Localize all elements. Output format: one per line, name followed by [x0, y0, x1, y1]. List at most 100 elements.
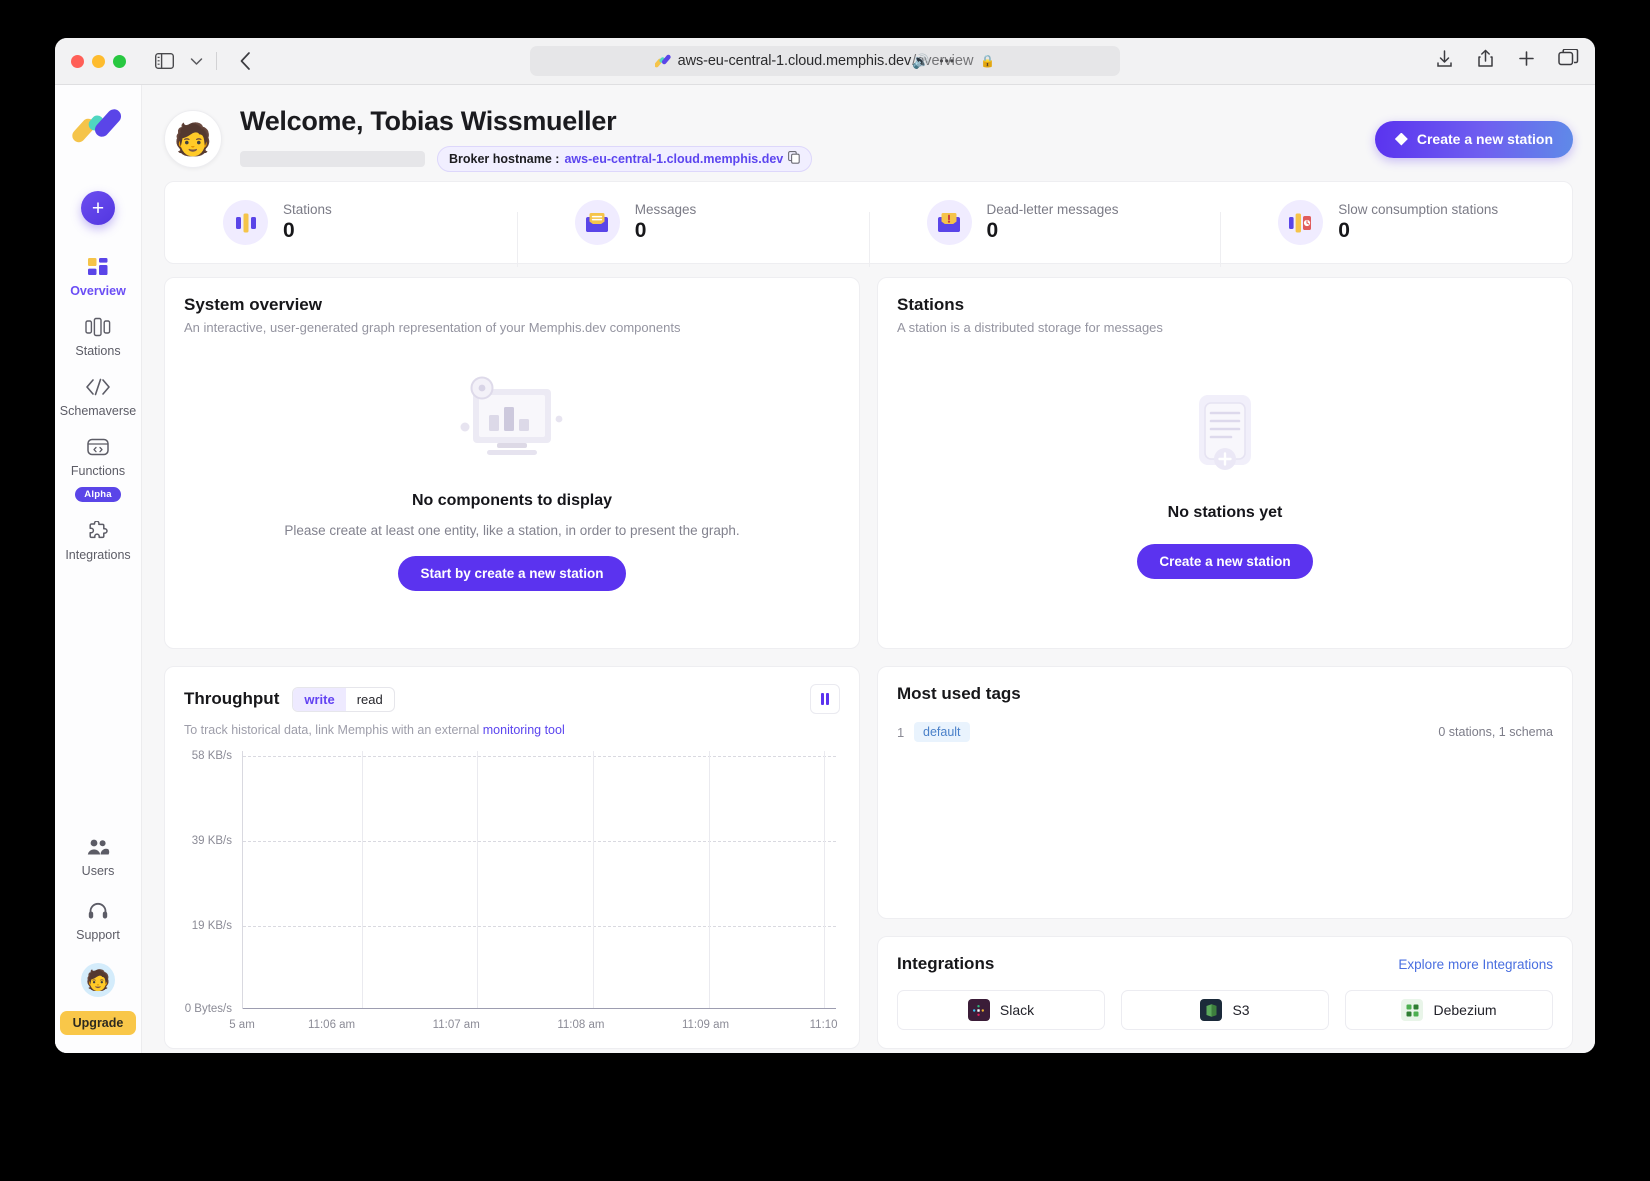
- gridline: [243, 756, 836, 758]
- tab-read[interactable]: read: [356, 691, 383, 707]
- sidebar-item-stations[interactable]: Stations: [55, 307, 141, 367]
- tag-chip[interactable]: default: [914, 722, 970, 742]
- site-favicon: [653, 53, 671, 69]
- memphis-logo[interactable]: [69, 106, 124, 145]
- sidebar-item-integrations[interactable]: Integrations: [55, 511, 141, 571]
- throughput-chart: 58 KB/s 39 KB/s 19 KB/s 0 Bytes/s: [184, 750, 840, 1031]
- stations-empty-state: No stations yet Create a new station: [897, 335, 1553, 631]
- debezium-logo: [1401, 999, 1424, 1021]
- s3-logo: [1200, 999, 1223, 1021]
- stations-bars-icon: [223, 200, 268, 245]
- close-window-button[interactable]: [71, 54, 84, 68]
- broker-hostname-label: Broker hostname :: [449, 152, 560, 166]
- back-button[interactable]: [231, 49, 259, 73]
- system-overview-empty-state: No components to display Please create a…: [184, 335, 840, 631]
- grid-icon: [87, 256, 109, 278]
- integrations-list: Slack S3: [897, 990, 1553, 1030]
- x-tick: 11:07 am: [432, 1019, 480, 1031]
- sidebar-item-schemaverse[interactable]: Schemaverse: [55, 367, 141, 427]
- throughput-note-text: To track historical data, link Memphis w…: [184, 723, 483, 737]
- create-station-header-button[interactable]: Create a new station: [1374, 120, 1573, 158]
- address-bar[interactable]: aws-eu-central-1.cloud.memphis.dev /over…: [530, 46, 1120, 76]
- show-tabs-icon[interactable]: [1558, 48, 1579, 73]
- tag-row[interactable]: 1 default 0 stations, 1 schema: [897, 722, 1553, 742]
- x-tick: 11:06 am: [308, 1019, 356, 1031]
- lock-icon: 🔒: [980, 54, 996, 68]
- stat-label: Slow consumption stations: [1338, 202, 1499, 217]
- add-button[interactable]: +: [81, 191, 115, 225]
- sidebar-item-label: Support: [76, 928, 120, 942]
- create-station-header-label: Create a new station: [1416, 131, 1553, 147]
- x-tick: 11:08 am: [557, 1019, 605, 1031]
- integration-label: S3: [1232, 1002, 1250, 1018]
- browser-toolbar-right: [1435, 48, 1579, 73]
- chevron-down-icon[interactable]: [182, 49, 210, 73]
- stat-slow-consumption-stations: Slow consumption stations 0: [1220, 200, 1572, 267]
- tab-audio-controls: 🔊 •••: [912, 53, 955, 70]
- sidebar-bottom: Users Support 🧑 Upgrade: [55, 827, 141, 1035]
- minimize-window-button[interactable]: [92, 54, 105, 68]
- y-tick: 0 Bytes/s: [184, 1003, 232, 1015]
- dashboard-graph-illustration: [453, 375, 571, 480]
- tags-title: Most used tags: [897, 684, 1021, 703]
- stat-dead-letter-messages: Dead-letter messages 0: [868, 200, 1221, 267]
- station-stack-illustration: [1177, 387, 1273, 492]
- explore-integrations-link[interactable]: Explore more Integrations: [1398, 956, 1553, 972]
- sidebar-item-label: Integrations: [65, 548, 131, 562]
- pause-button[interactable]: [810, 684, 840, 714]
- stat-messages: Messages 0: [516, 200, 869, 267]
- monitoring-tool-link[interactable]: monitoring tool: [482, 723, 565, 737]
- address-bar-path: /overview: [912, 53, 974, 69]
- sidebar-item-users[interactable]: Users: [81, 827, 115, 887]
- sidebar-item-label: Stations: [75, 344, 121, 358]
- throughput-title: Throughput: [184, 689, 280, 708]
- sidebar-item-functions[interactable]: Functions Alpha: [55, 427, 141, 511]
- y-tick: 19 KB/s: [191, 920, 232, 933]
- stat-label: Dead-letter messages: [986, 202, 1119, 217]
- sidebar-item-overview[interactable]: Overview: [55, 247, 141, 307]
- integrations-title: Integrations: [897, 954, 995, 973]
- copy-icon[interactable]: [788, 151, 801, 167]
- sidebar-item-support[interactable]: Support: [76, 891, 120, 951]
- system-overview-empty-title: No components to display: [411, 492, 612, 509]
- sidebar-item-label: Schemaverse: [59, 404, 137, 418]
- upgrade-button[interactable]: Upgrade: [59, 1011, 137, 1035]
- envelope-icon: [574, 200, 620, 245]
- x-tick: 11:10: [809, 1019, 838, 1031]
- gridline: [477, 751, 479, 1009]
- integration-debezium[interactable]: Debezium: [1345, 990, 1553, 1030]
- browser-titlebar: aws-eu-central-1.cloud.memphis.dev /over…: [55, 38, 1595, 85]
- stations-icon: [85, 316, 111, 338]
- window-controls: [71, 54, 126, 68]
- users-icon: [86, 836, 110, 858]
- tab-write[interactable]: write: [293, 687, 346, 711]
- sidebar-avatar[interactable]: 🧑: [81, 963, 115, 997]
- share-icon[interactable]: [1476, 49, 1495, 73]
- sidebar-item-label: Users: [81, 864, 115, 878]
- stat-value: 0: [1338, 219, 1350, 242]
- audio-icon[interactable]: 🔊: [911, 52, 930, 69]
- downloads-icon[interactable]: [1435, 49, 1454, 73]
- sidebar-toggle-icon[interactable]: [150, 49, 178, 73]
- page-title: Welcome, Tobias Wissmueller: [240, 106, 617, 136]
- start-create-station-button[interactable]: Start by create a new station: [398, 556, 626, 591]
- stat-value: 0: [986, 219, 999, 242]
- address-bar-host: aws-eu-central-1.cloud.memphis.dev: [677, 53, 912, 69]
- toolbar-divider: [216, 52, 217, 70]
- integration-s3[interactable]: S3: [1121, 990, 1329, 1030]
- new-tab-icon[interactable]: [1517, 49, 1536, 73]
- gridline: [824, 751, 826, 1009]
- maximize-window-button[interactable]: [113, 54, 126, 68]
- series-write: [243, 1007, 836, 1009]
- integration-slack[interactable]: Slack: [897, 990, 1105, 1030]
- sidebar-item-label: Overview: [70, 284, 126, 298]
- more-icon[interactable]: •••: [939, 54, 955, 68]
- x-tick: 5 am: [229, 1019, 255, 1031]
- code-icon: [85, 376, 111, 398]
- user-avatar[interactable]: 🧑: [164, 110, 222, 168]
- stats-strip: Stations 0 M: [164, 181, 1573, 267]
- gridline: [361, 751, 363, 1009]
- y-tick: 58 KB/s: [191, 750, 232, 763]
- chart-plot-area: [242, 751, 836, 1009]
- create-station-card-button[interactable]: Create a new station: [1137, 544, 1313, 579]
